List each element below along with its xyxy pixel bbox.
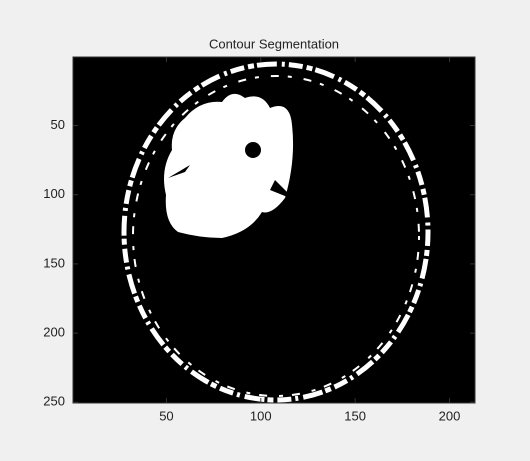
region-hole [245,142,261,158]
x-tick-label: 50 [159,408,173,423]
figure: Contour Segmentation 50 100 150 200 50 100 150… [0,0,530,461]
y-tick-label: 250 [43,394,65,409]
x-tick-label: 150 [344,408,366,423]
y-tick-label: 50 [51,117,65,132]
y-tick-label: 150 [43,255,65,270]
chart-title: Contour Segmentation [209,36,339,51]
y-tick-label: 100 [43,186,65,201]
x-tick-label: 200 [439,408,461,423]
x-tick-label: 100 [250,408,272,423]
y-tick-label: 200 [43,325,65,340]
